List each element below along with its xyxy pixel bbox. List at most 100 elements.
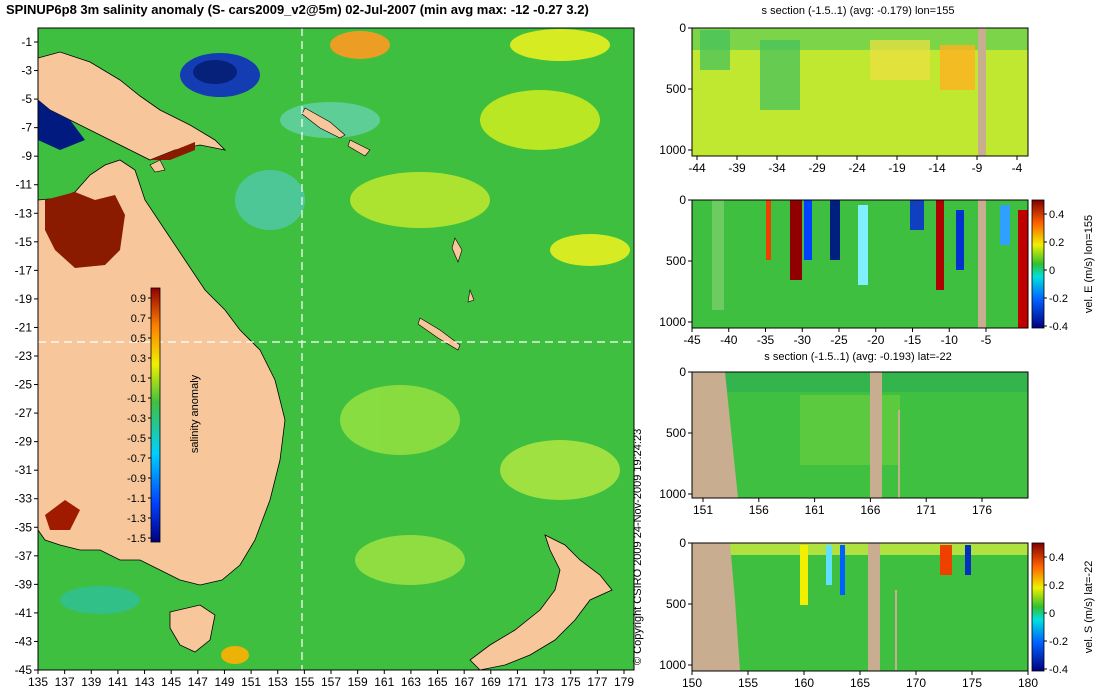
panel4-x-tick-label: 160: [794, 676, 814, 690]
panel4-x-axis: 150 155 160 165 170 175 180: [682, 671, 1038, 690]
map-y-tick-label: -25: [15, 378, 33, 392]
panel2-x-tick-label: -5: [981, 333, 992, 347]
panel4-y-axis: 0 500 1000: [659, 536, 692, 672]
panel1-plot: [691, 27, 1029, 157]
panel4-y-tick-label: 500: [666, 597, 686, 611]
panel2-x-axis: -45 -40 -35 -30 -25 -20 -15 -10 -5: [683, 328, 992, 347]
map-x-tick-label: 159: [348, 675, 368, 689]
panel2-y-axis: 0 500 1000: [659, 193, 692, 329]
panel2-colorbar-tick-label: 0.2: [1049, 237, 1064, 249]
map-y-tick-label: -21: [15, 320, 33, 334]
map-x-tick-label: 169: [481, 675, 501, 689]
panel3-x-tick-label: 156: [749, 503, 769, 517]
panel1-x-tick-label: -34: [768, 161, 786, 175]
map-colorbar-tick-label: -0.1: [127, 393, 146, 405]
panel2-y-tick-label: 0: [679, 193, 686, 207]
map-x-tick-label: 139: [81, 675, 101, 689]
panel4-x-tick-label: 165: [850, 676, 870, 690]
panel4-colorbar-label: vel. S (m/s) lat=-22: [1083, 561, 1095, 654]
map-x-tick-label: 165: [428, 675, 448, 689]
panel2-y-tick-label: 500: [666, 254, 686, 268]
panel2-y-tick-label: 1000: [659, 315, 686, 329]
map-colorbar: [150, 287, 161, 543]
panel2-colorbar-tick-label: 0: [1049, 265, 1055, 277]
panel2-colorbar-tick-label: -0.2: [1049, 293, 1068, 305]
panel4-y-tick-label: 1000: [659, 658, 686, 672]
panel2-x-tick-label: -40: [720, 333, 738, 347]
map-x-tick-label: 151: [241, 675, 261, 689]
land-tasmania: [169, 604, 216, 653]
map-x-tick-label: 149: [214, 675, 234, 689]
panel4-colorbar-tick-label: -0.2: [1049, 636, 1068, 648]
map-y-tick-label: -31: [15, 463, 33, 477]
panel3-x-axis: 151 156 161 166 171 176: [693, 498, 992, 517]
land-new-caledonia: [417, 317, 461, 351]
panel4-colorbar-tick-label: 0.2: [1049, 580, 1064, 592]
panel1-x-tick-label: -14: [928, 161, 946, 175]
map-x-tick-label: 145: [161, 675, 181, 689]
map-x-tick-label: 173: [534, 675, 554, 689]
panel4-x-tick-label: 180: [1018, 676, 1038, 690]
map-x-tick-label: 135: [28, 675, 48, 689]
map-x-tick-label: 163: [401, 675, 421, 689]
panel1-y-tick-label: 1000: [659, 143, 686, 157]
panel1-x-tick-label: -24: [848, 161, 866, 175]
panel1-x-tick-label: -9: [972, 161, 983, 175]
map-frame: [37, 27, 635, 671]
panel3-x-tick-label: 161: [805, 503, 825, 517]
map-y-tick-label: -3: [21, 64, 32, 78]
panel2-x-tick-label: -15: [904, 333, 922, 347]
map-colorbar-tick-label: -0.3: [127, 413, 146, 425]
land-australia: [37, 159, 286, 586]
panel1-x-tick-label: -4: [1012, 161, 1023, 175]
panel1-y-tick-label: 500: [666, 82, 686, 96]
panel4-x-tick-label: 170: [906, 676, 926, 690]
map-x-tick-label: 137: [55, 675, 75, 689]
panel4-colorbar-tick-label: -0.4: [1049, 664, 1068, 676]
map-y-tick-label: -13: [15, 206, 33, 220]
panel2-x-tick-label: -30: [794, 333, 812, 347]
map-colorbar-tick-label: -0.9: [127, 473, 146, 485]
panel1-x-tick-label: -44: [688, 161, 706, 175]
map-y-tick-label: -23: [15, 349, 33, 363]
panel4-x-tick-label: 175: [962, 676, 982, 690]
map-colorbar-ticks: 0.9 0.7 0.5 0.3 0.1 -0.1 -0.3 -0.5 -0.7 -0.9 -1.1 -…: [127, 293, 151, 545]
map-y-tick-label: -35: [15, 520, 33, 534]
panel1-x-tick-label: -39: [728, 161, 746, 175]
map-x-tick-label: 147: [188, 675, 208, 689]
panel2-colorbar-tick-label: -0.4: [1049, 321, 1068, 333]
map-x-tick-label: 153: [268, 675, 288, 689]
panel2-colorbar-tick-label: 0.4: [1049, 209, 1064, 221]
panel2-colorbar: [1031, 199, 1045, 329]
map-y-tick-label: -17: [15, 263, 33, 277]
panel2-x-tick-label: -20: [867, 333, 885, 347]
map-y-tick-label: -15: [15, 235, 33, 249]
panel3-title: s section (-1.5..1) (avg: -0.193) lat=-2…: [764, 351, 951, 363]
panel2-x-tick-label: -35: [757, 333, 775, 347]
panel2-x-tick-label: -10: [941, 333, 959, 347]
map-colorbar-tick-label: 0.3: [131, 353, 146, 365]
map-y-tick-label: -39: [15, 577, 33, 591]
map-y-tick-label: -1: [21, 35, 32, 49]
map-x-tick-label: 171: [507, 675, 527, 689]
map-y-tick-label: -45: [15, 663, 33, 677]
panel1-title: s section (-1.5..1) (avg: -0.179) lon=15…: [762, 5, 955, 17]
map-y-tick-label: -41: [15, 606, 33, 620]
map-y-tick-label: -43: [15, 634, 33, 648]
map-colorbar-tick-label: -1.3: [127, 513, 146, 525]
map-colorbar-tick-label: 0.7: [131, 313, 146, 325]
panel2-colorbar-label: vel. E (m/s) lon=155: [1083, 215, 1095, 313]
map-y-tick-label: -29: [15, 435, 33, 449]
panel3-y-tick-label: 500: [666, 426, 686, 440]
land-islands: [149, 107, 475, 303]
map-anomaly-patches: [60, 29, 630, 664]
map-y-tick-label: -19: [15, 292, 33, 306]
map-x-tick-label: 175: [561, 675, 581, 689]
map-x-axis: 135 137 139 141 143 145 147 149 151 153 155 157 159 1…: [28, 670, 634, 689]
map-x-tick-label: 157: [321, 675, 341, 689]
map-y-tick-label: -5: [21, 92, 32, 106]
map-x-tick-label: 179: [614, 675, 634, 689]
map-y-tick-label: -11: [16, 178, 33, 192]
panel3-y-tick-label: 0: [679, 365, 686, 379]
panel3-x-tick-label: 171: [916, 503, 936, 517]
